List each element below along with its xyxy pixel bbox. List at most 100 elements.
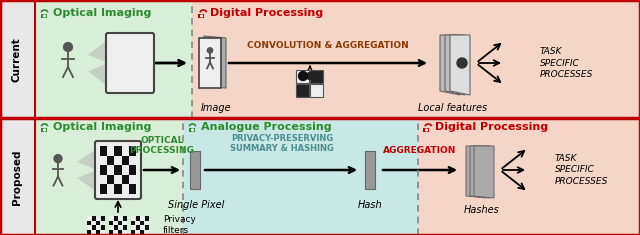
Bar (310, 70, 323, 83)
Bar (100, 175, 108, 184)
Bar (131, 216, 135, 220)
Circle shape (298, 71, 307, 81)
Bar (109, 230, 113, 234)
Bar (296, 84, 309, 97)
FancyBboxPatch shape (106, 33, 154, 93)
Bar (122, 165, 129, 175)
Bar (92, 216, 96, 220)
Bar (35, 0, 192, 118)
Bar (129, 175, 136, 184)
Bar (0, 118, 35, 235)
Bar (136, 221, 140, 225)
Bar (113, 216, 118, 220)
Bar (145, 221, 148, 225)
Bar (198, 14, 204, 18)
Bar (122, 175, 129, 184)
Text: Digital Processing: Digital Processing (210, 8, 323, 18)
Circle shape (207, 48, 212, 53)
Text: Analogue Processing: Analogue Processing (201, 122, 332, 132)
Bar (96, 216, 100, 220)
Text: Hashes: Hashes (464, 205, 500, 215)
Bar (100, 146, 108, 156)
Bar (108, 146, 115, 156)
Bar (100, 216, 105, 220)
Circle shape (191, 129, 193, 131)
Polygon shape (77, 170, 97, 192)
Bar (118, 225, 122, 230)
Bar (136, 230, 140, 234)
Bar (183, 118, 418, 235)
Bar (145, 230, 148, 234)
Polygon shape (199, 38, 221, 88)
Bar (145, 225, 148, 230)
Bar (129, 165, 136, 175)
Bar (115, 156, 122, 165)
Bar (118, 221, 122, 225)
Bar (145, 216, 148, 220)
Circle shape (63, 43, 72, 51)
FancyBboxPatch shape (95, 141, 141, 199)
Circle shape (307, 73, 314, 79)
Polygon shape (466, 146, 486, 198)
Bar (418, 118, 640, 235)
Text: CONVOLUTION & AGGREGATION: CONVOLUTION & AGGREGATION (247, 41, 409, 50)
Polygon shape (470, 146, 490, 198)
Circle shape (54, 155, 62, 163)
Bar (109, 221, 113, 225)
Bar (100, 225, 105, 230)
Bar (122, 184, 129, 194)
Bar (129, 184, 136, 194)
Bar (113, 230, 118, 234)
Bar (108, 156, 115, 165)
Bar (189, 128, 195, 132)
Polygon shape (88, 63, 108, 86)
Circle shape (44, 129, 45, 131)
Bar (131, 221, 135, 225)
Bar (136, 225, 140, 230)
Bar (96, 225, 100, 230)
Bar (109, 225, 113, 230)
Bar (122, 221, 127, 225)
Bar (140, 225, 144, 230)
Text: Privacy
filters: Privacy filters (163, 215, 196, 235)
Bar (115, 165, 122, 175)
Bar (92, 225, 96, 230)
Text: Single Pixel: Single Pixel (168, 200, 224, 210)
Bar (108, 184, 115, 194)
Text: Proposed: Proposed (12, 149, 22, 205)
Polygon shape (365, 151, 375, 189)
Bar (113, 225, 118, 230)
Bar (423, 128, 429, 132)
Text: Optical Imaging: Optical Imaging (53, 8, 152, 18)
Polygon shape (445, 35, 465, 95)
Bar (113, 221, 118, 225)
Text: TASK
SPECIFIC
PROCESSES: TASK SPECIFIC PROCESSES (540, 47, 593, 79)
Bar (296, 70, 309, 83)
Bar (129, 156, 136, 165)
Bar (122, 146, 129, 156)
Circle shape (300, 86, 307, 94)
Circle shape (44, 15, 45, 17)
Bar (140, 216, 144, 220)
Polygon shape (77, 148, 97, 170)
Bar (131, 230, 135, 234)
Bar (136, 216, 140, 220)
Bar (87, 221, 92, 225)
Bar (87, 216, 92, 220)
Bar (118, 230, 122, 234)
Text: Hash: Hash (358, 200, 382, 210)
Circle shape (447, 58, 457, 68)
Text: PRIVACY-PRESERVING
SUMMARY & HASHING: PRIVACY-PRESERVING SUMMARY & HASHING (230, 134, 334, 153)
Text: OPTICAL
PROCESSING: OPTICAL PROCESSING (129, 136, 195, 155)
Circle shape (457, 58, 467, 68)
Bar (131, 225, 135, 230)
Circle shape (200, 15, 202, 17)
Bar (100, 184, 108, 194)
Bar (115, 175, 122, 184)
Text: Digital Processing: Digital Processing (435, 122, 548, 132)
Bar (140, 221, 144, 225)
Bar (192, 0, 640, 118)
Polygon shape (190, 151, 200, 189)
Polygon shape (204, 36, 226, 88)
Bar (0, 0, 35, 118)
